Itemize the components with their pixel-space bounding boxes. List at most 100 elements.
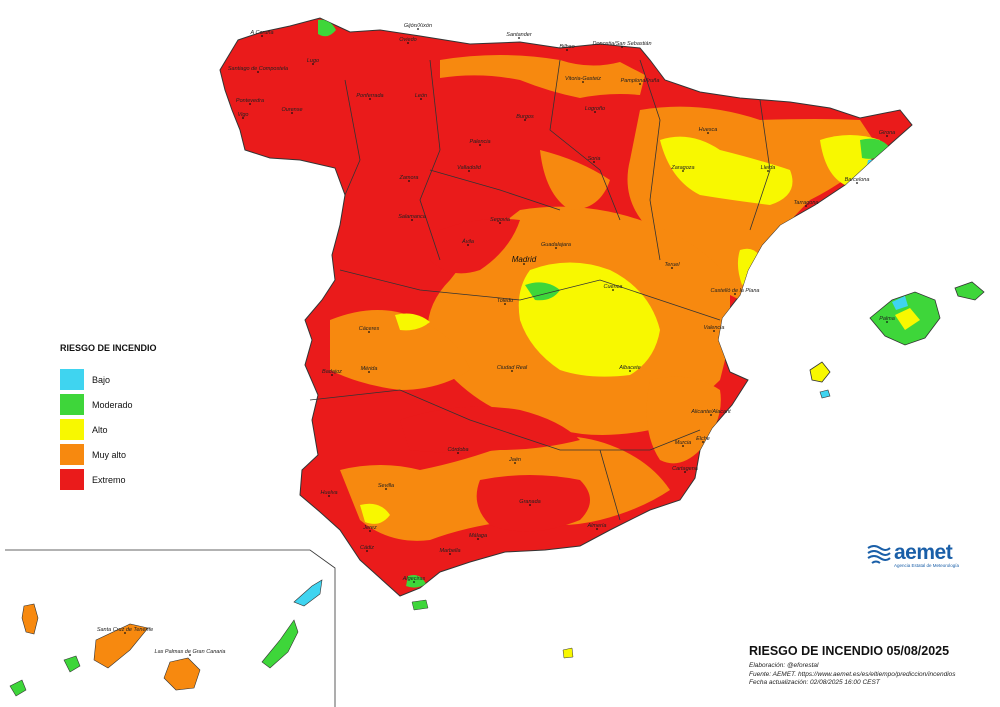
city-label: Soria xyxy=(588,156,601,162)
map-legend: RIESGO DE INCENDIO Bajo Moderado Alto Mu… xyxy=(60,343,210,492)
city-marker xyxy=(369,98,371,100)
city-marker xyxy=(596,528,598,530)
city-marker xyxy=(710,414,712,416)
city-label: Ciudad Real xyxy=(497,365,528,371)
region-borders xyxy=(309,59,771,521)
city-label: Zamora xyxy=(399,175,419,181)
city-label: Barcelona xyxy=(845,177,870,183)
city-marker xyxy=(629,370,631,372)
zone-muy-alto-west xyxy=(330,310,470,390)
city-label: Almería xyxy=(587,523,607,529)
zone-extremo-sierra xyxy=(430,218,520,274)
city-marker xyxy=(886,321,888,323)
city-marker xyxy=(671,267,673,269)
legend-label: Muy alto xyxy=(92,449,127,460)
city-marker xyxy=(331,374,333,376)
zone-alto-west xyxy=(395,313,430,331)
city-marker xyxy=(612,289,614,291)
city-label: Jerez xyxy=(362,525,377,531)
city-marker xyxy=(593,161,595,163)
city-label: Ourense xyxy=(281,107,302,113)
city-marker xyxy=(249,103,251,105)
city-label: Elche xyxy=(696,436,710,442)
city-marker xyxy=(420,98,422,100)
city-marker xyxy=(328,495,330,497)
zone-muy-alto-southeast xyxy=(646,376,721,464)
city-marker xyxy=(639,83,641,85)
city-label: Palma xyxy=(879,316,895,322)
aemet-logo-name: aemet xyxy=(894,540,953,564)
city-marker xyxy=(257,71,259,73)
city-label: Badajoz xyxy=(322,369,342,375)
island-menorca xyxy=(954,281,985,301)
legend-label: Alto xyxy=(92,424,108,435)
island-gran-canaria xyxy=(163,657,201,691)
city-marker xyxy=(524,119,526,121)
legend-title: RIESGO DE INCENDIO xyxy=(60,343,157,353)
island-formentera xyxy=(819,389,831,399)
legend-swatch xyxy=(60,469,84,490)
city-label: Ponferrada xyxy=(356,93,383,99)
city-label: Zaragoza xyxy=(670,165,694,171)
city-label: Murcia xyxy=(675,440,692,446)
city-marker xyxy=(514,462,516,464)
city-label: Huesca xyxy=(699,127,718,133)
city-marker xyxy=(582,81,584,83)
aemet-logo-subtitle: Agencia Estatal de Meteorología xyxy=(894,562,960,568)
city-marker xyxy=(886,135,888,137)
city-label: Alicante/Alacant xyxy=(690,409,731,415)
canary-inset-frame xyxy=(5,549,336,707)
city-marker xyxy=(682,445,684,447)
city-label: Marbella xyxy=(439,548,460,554)
city-label: Ávila xyxy=(461,238,474,245)
zone-muy-alto-north xyxy=(440,55,645,98)
city-marker xyxy=(555,247,557,249)
city-label: Córdoba xyxy=(447,447,468,453)
legend-label: Bajo xyxy=(92,374,111,385)
city-labels: A Coruña Gijón/Xixón Oviedo Santander Bilbao… xyxy=(97,23,895,656)
city-marker xyxy=(707,132,709,134)
city-marker xyxy=(468,170,470,172)
city-marker xyxy=(621,46,623,48)
city-marker xyxy=(411,219,413,221)
city-label: Donostia/San Sebastián xyxy=(592,41,651,47)
credit-elaboracion: Elaboración: @eforestal xyxy=(749,662,819,669)
legend-item-moderado: Moderado xyxy=(60,392,210,417)
zone-moderado-north xyxy=(318,19,336,37)
island-mallorca-bajo xyxy=(892,296,908,310)
city-marker xyxy=(312,63,314,65)
city-marker xyxy=(413,581,415,583)
city-label: Lleida xyxy=(761,165,776,171)
credit-actualizacion: Fecha actualización: 02/08/2025 16:00 CE… xyxy=(749,679,880,686)
city-marker xyxy=(366,550,368,552)
city-marker xyxy=(594,111,596,113)
city-label: Salamanca xyxy=(398,214,426,220)
legend-swatch xyxy=(60,394,84,415)
legend-item-muy-alto: Muy alto xyxy=(60,442,210,467)
island-la-palma xyxy=(21,603,39,635)
city-label: Cádiz xyxy=(360,545,374,551)
legend-swatch xyxy=(60,369,84,390)
city-label: León xyxy=(415,93,427,99)
city-label: Vigo xyxy=(238,112,249,118)
city-label: Pontevedra xyxy=(236,98,264,104)
city-label: Girona xyxy=(879,130,896,136)
city-label: Palencia xyxy=(469,139,490,145)
city-marker xyxy=(407,42,409,44)
city-marker xyxy=(368,371,370,373)
city-marker xyxy=(682,170,684,172)
city-label: Bilbao xyxy=(559,44,574,50)
city-marker xyxy=(291,112,293,114)
city-label: Oviedo xyxy=(399,37,416,43)
island-la-gomera xyxy=(63,655,81,673)
city-marker xyxy=(479,144,481,146)
city-label: Pamplona/Iruña xyxy=(621,78,660,84)
city-marker xyxy=(566,49,568,51)
city-marker xyxy=(477,538,479,540)
legend-label: Moderado xyxy=(92,399,133,410)
island-tenerife xyxy=(93,623,149,669)
map-title: RIESGO DE INCENDIO 05/08/2025 xyxy=(749,644,950,658)
city-label: Cartagena xyxy=(672,466,698,472)
legend-swatch xyxy=(60,419,84,440)
legend-swatch xyxy=(60,444,84,465)
